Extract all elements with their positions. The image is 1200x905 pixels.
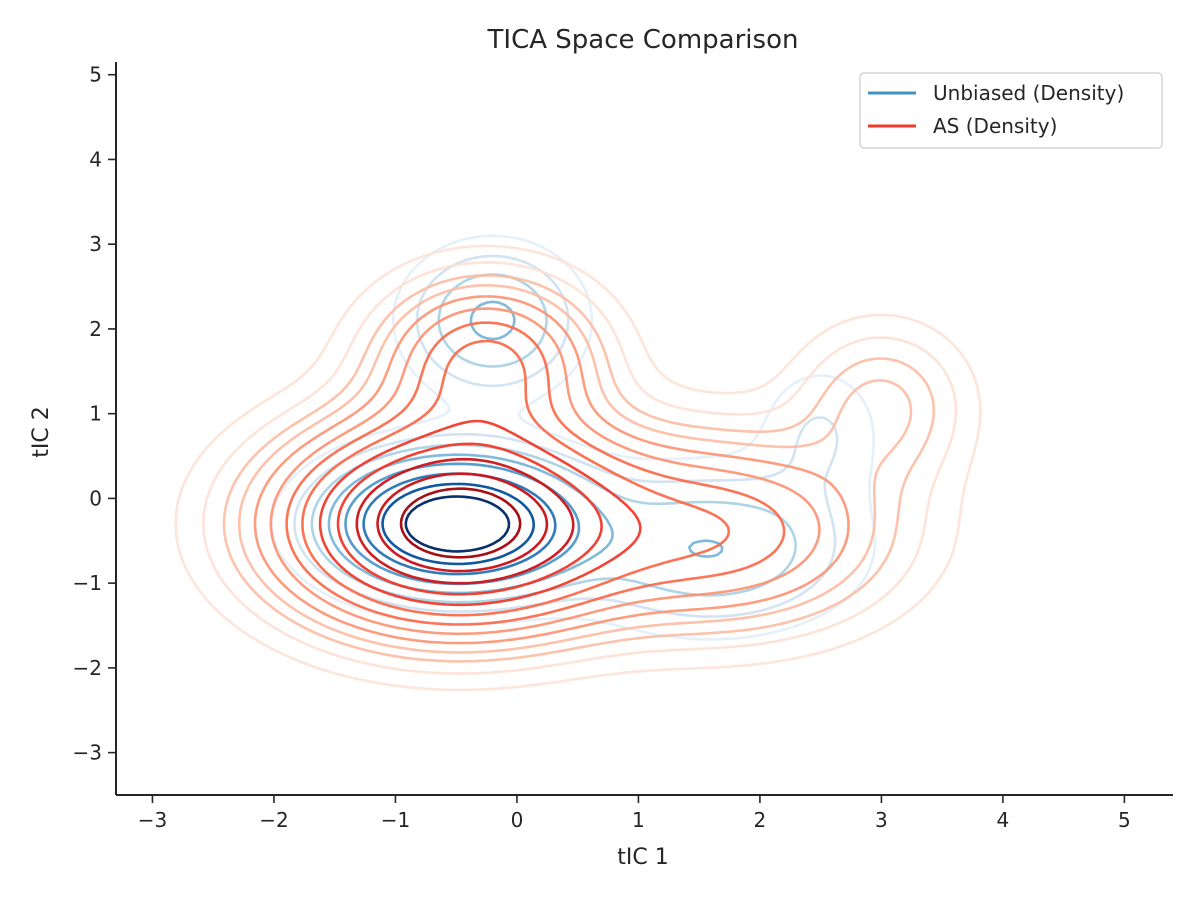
as-contour-level xyxy=(237,284,913,654)
y-tick-label: 4 xyxy=(89,147,102,171)
as-contour-level xyxy=(301,339,731,617)
x-tick-label: −3 xyxy=(138,808,167,832)
as-contour-level xyxy=(285,321,786,626)
axes: −3 −2 −1 0 1 2 3 4 5 −3 −2 −1 0 1 2 3 4 5 xyxy=(73,62,1173,832)
x-tick-label: 2 xyxy=(754,808,767,832)
y-tick-label: 3 xyxy=(89,232,102,256)
unbiased-contour-level xyxy=(327,300,724,595)
as-contour-level xyxy=(269,307,821,636)
y-tick-label: −2 xyxy=(73,656,102,680)
as-contour-level xyxy=(222,274,936,663)
x-tick-label: 0 xyxy=(511,808,524,832)
x-tick-label: −1 xyxy=(381,808,410,832)
x-tick-label: 1 xyxy=(632,808,645,832)
plot-area xyxy=(174,234,982,692)
as-contour-level xyxy=(355,457,575,585)
y-tick-label: −3 xyxy=(73,741,102,765)
as-contour-level xyxy=(253,295,850,645)
legend-label-unbiased: Unbiased (Density) xyxy=(933,81,1124,105)
as-contour-level xyxy=(376,472,549,573)
legend: Unbiased (Density) AS (Density) xyxy=(859,72,1163,149)
y-axis-ticks: −3 −2 −1 0 1 2 3 4 5 xyxy=(73,63,116,765)
as-contour-level xyxy=(399,487,522,559)
legend-box xyxy=(859,72,1163,149)
as-contour-level xyxy=(318,419,642,607)
x-tick-label: 3 xyxy=(875,808,888,832)
as-contour-level xyxy=(174,244,982,692)
y-axis-label: tIC 2 xyxy=(29,406,54,457)
x-axis-label: tIC 1 xyxy=(617,845,668,870)
as-contour-level xyxy=(336,442,603,596)
x-tick-label: −2 xyxy=(259,808,288,832)
x-tick-label: 4 xyxy=(997,808,1010,832)
y-tick-label: 0 xyxy=(89,486,102,510)
chart-title: TICA Space Comparison xyxy=(487,25,799,55)
legend-label-as: AS (Density) xyxy=(933,114,1057,138)
y-tick-label: −1 xyxy=(73,571,102,595)
as-density-contours xyxy=(174,244,982,692)
y-tick-label: 1 xyxy=(89,402,102,426)
x-tick-label: 5 xyxy=(1118,808,1131,832)
y-tick-label: 2 xyxy=(89,317,102,341)
y-tick-label: 5 xyxy=(89,63,102,87)
unbiased-contour-level xyxy=(381,482,535,566)
unbiased-contour-level xyxy=(404,495,511,553)
unbiased-contour-level xyxy=(344,462,581,586)
as-contour-level xyxy=(202,261,958,675)
x-axis-ticks: −3 −2 −1 0 1 2 3 4 5 xyxy=(138,795,1131,832)
